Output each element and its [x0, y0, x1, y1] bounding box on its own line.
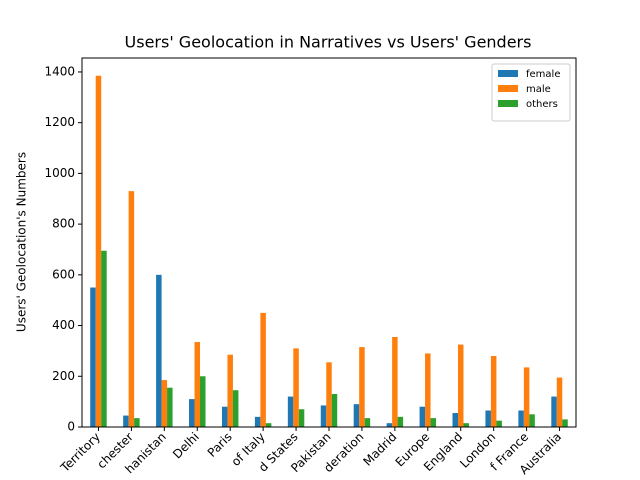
bar: [123, 415, 129, 427]
legend-swatch: [498, 100, 518, 107]
bar: [167, 387, 173, 427]
bar: [298, 409, 305, 427]
bar: [397, 416, 404, 427]
bar: [490, 355, 497, 427]
bar: [189, 399, 195, 427]
bar: [95, 75, 102, 428]
bar: [425, 353, 431, 427]
bar: [392, 336, 398, 427]
bar: [452, 413, 458, 427]
bar: [331, 394, 338, 427]
bar: [161, 380, 168, 427]
y-tick-label: 600: [52, 267, 75, 281]
y-tick-label: 1000: [44, 166, 75, 180]
y-axis-label: Users' Geolocation's Numbers: [15, 152, 29, 332]
bar: [128, 191, 135, 427]
bar: [496, 420, 502, 427]
bar: [485, 410, 491, 427]
bar: [265, 423, 272, 427]
bar: [232, 390, 239, 427]
y-tick-label: 1200: [44, 115, 75, 129]
legend-swatch: [498, 85, 518, 92]
bar: [194, 342, 201, 427]
bar: [90, 287, 96, 427]
bar: [293, 348, 299, 427]
bar: [556, 377, 563, 427]
bar: [359, 347, 365, 427]
y-tick-label: 400: [52, 318, 75, 332]
y-tick-label: 200: [52, 369, 75, 383]
legend-label: female: [526, 69, 560, 80]
bar: [353, 404, 360, 427]
plot-frame: [81, 57, 577, 428]
bar: [457, 344, 464, 427]
bar: [430, 418, 437, 427]
legend-label: male: [526, 84, 551, 95]
bar: [386, 423, 393, 427]
bar: [463, 423, 469, 427]
bar: [260, 312, 266, 427]
legend-label: others: [526, 99, 558, 110]
y-tick-label: 0: [67, 420, 75, 434]
bar: [364, 418, 371, 427]
bar: [523, 367, 530, 427]
chart-title: Users' Geolocation in Narratives vs User…: [125, 33, 532, 52]
bar: [254, 416, 261, 427]
bar: [326, 362, 332, 427]
bar: [518, 410, 524, 427]
bar: [562, 419, 568, 427]
bar: [551, 396, 557, 427]
x-tick-label: Paris: [205, 430, 235, 460]
x-tick-label: Madrid: [360, 430, 399, 469]
y-tick-label: 800: [52, 217, 75, 231]
x-tick-label: Delhi: [170, 430, 202, 462]
y-tick-label: 1400: [44, 64, 75, 78]
bar: [529, 414, 535, 427]
x-tick-label: Territory: [57, 430, 103, 476]
bar: [101, 250, 107, 427]
bar: [320, 405, 327, 427]
bar: [200, 376, 206, 427]
legend-swatch: [498, 70, 518, 77]
bar: [419, 406, 426, 427]
bar: [221, 406, 228, 427]
bar: [134, 418, 140, 427]
bar: [287, 396, 294, 427]
bar: [227, 354, 233, 427]
bar: [156, 274, 162, 427]
